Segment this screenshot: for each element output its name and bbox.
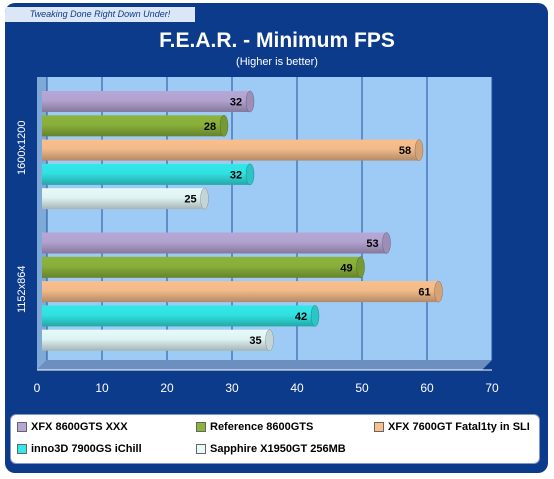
bar-cap-1-4 bbox=[265, 329, 274, 351]
legend-item-0: XFX 8600GTS XXX bbox=[17, 421, 128, 433]
legend-swatch-0 bbox=[17, 422, 27, 432]
watermark-banner: Tweaking Done Right Down Under! bbox=[5, 7, 195, 22]
plot-floor bbox=[37, 360, 492, 370]
bar-cap-0-1 bbox=[219, 115, 229, 137]
legend-swatch-4 bbox=[196, 444, 206, 454]
bar-1-1 bbox=[42, 256, 361, 278]
legend-item-4: Sapphire X1950GT 256MB bbox=[196, 443, 346, 455]
data-label-1-0: 53 bbox=[366, 238, 378, 250]
legend-label-2: XFX 7600GT Fatal1ty in SLI bbox=[388, 421, 530, 433]
bar-0-0 bbox=[42, 91, 250, 112]
bar-cap-1-1 bbox=[356, 256, 365, 279]
x-tick-label-0: 0 bbox=[34, 381, 41, 395]
x-tick-label-30: 30 bbox=[225, 381, 239, 395]
bar-1-3 bbox=[42, 305, 315, 327]
bar-cap-0-2 bbox=[414, 139, 424, 161]
legend: XFX 8600GTS XXX Reference 8600GTS XFX 7600… bbox=[10, 414, 540, 464]
legend-item-2: XFX 7600GT Fatal1ty in SLI bbox=[374, 421, 530, 433]
data-label-1-3: 42 bbox=[295, 311, 307, 323]
legend-label-3: inno3D 7900GS iChill bbox=[31, 443, 142, 455]
legend-label-4: Sapphire X1950GT 256MB bbox=[210, 443, 346, 455]
chart-title: F.E.A.R. - Minimum FPS bbox=[159, 29, 395, 52]
x-tick-label-10: 10 bbox=[95, 381, 109, 395]
data-label-0-4: 25 bbox=[184, 194, 196, 206]
bar-chart: 0 10 20 30 40 50 60 70 32 28 58 32 25 1600x1200 53 49 61… bbox=[16, 77, 499, 395]
legend-label-0: XFX 8600GTS XXX bbox=[31, 421, 128, 433]
data-label-0-2: 58 bbox=[399, 145, 411, 157]
legend-swatch-2 bbox=[374, 422, 384, 432]
x-tick-label-60: 60 bbox=[420, 381, 434, 395]
category-label-1: 1152x864 bbox=[16, 265, 28, 313]
bar-cap-1-2 bbox=[434, 280, 443, 303]
bar-0-1 bbox=[42, 115, 224, 137]
data-label-1-4: 35 bbox=[249, 335, 261, 347]
data-label-0-1: 28 bbox=[204, 121, 216, 133]
legend-swatch-1 bbox=[196, 422, 206, 432]
bar-0-2 bbox=[42, 139, 419, 161]
bar-1-4 bbox=[42, 329, 270, 351]
bar-1-0 bbox=[42, 232, 387, 254]
data-label-1-1: 49 bbox=[340, 262, 352, 274]
x-tick-label-70: 70 bbox=[485, 381, 499, 395]
bar-cap-0-0 bbox=[245, 90, 255, 113]
bar-cap-0-3 bbox=[245, 163, 255, 186]
x-tick-label-40: 40 bbox=[290, 381, 304, 395]
bar-0-3 bbox=[42, 163, 250, 185]
legend-label-1: Reference 8600GTS bbox=[210, 421, 314, 433]
legend-swatch-3 bbox=[17, 444, 27, 454]
chart-subtitle: (Higher is better) bbox=[236, 56, 318, 68]
data-label-1-2: 61 bbox=[418, 287, 430, 299]
legend-item-1: Reference 8600GTS bbox=[196, 421, 313, 433]
bar-1-2 bbox=[42, 281, 439, 303]
category-label-0: 1600x1200 bbox=[16, 121, 28, 175]
legend-item-3: inno3D 7900GS iChill bbox=[17, 443, 142, 455]
data-label-0-0: 32 bbox=[230, 97, 242, 109]
x-tick-label-20: 20 bbox=[160, 381, 174, 395]
bar-cap-1-3 bbox=[310, 305, 320, 327]
bar-cap-0-4 bbox=[200, 187, 209, 210]
bar-cap-1-0 bbox=[382, 232, 391, 254]
data-label-0-3: 32 bbox=[230, 169, 242, 181]
x-tick-label-50: 50 bbox=[355, 381, 369, 395]
bar-0-4 bbox=[42, 188, 205, 210]
